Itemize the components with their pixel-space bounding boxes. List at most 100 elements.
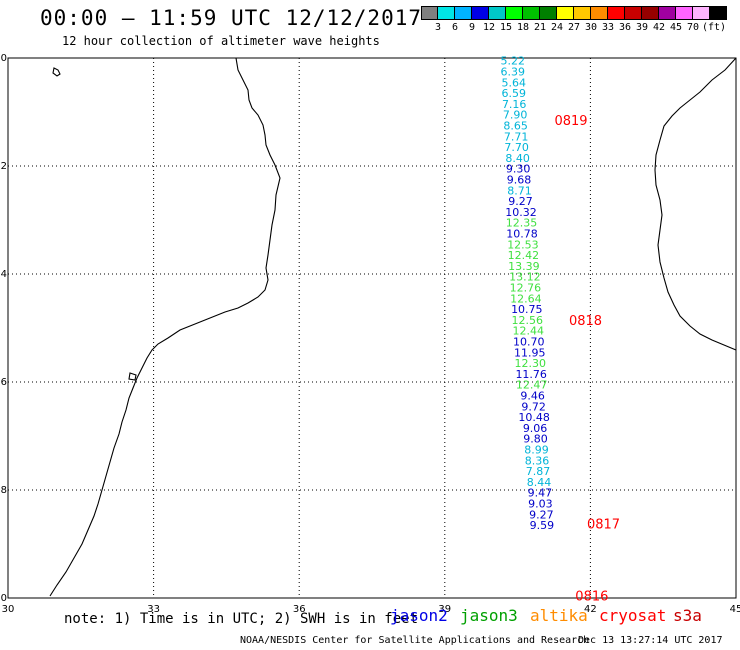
scale-swatch [438, 6, 455, 20]
satellite-legend-altika: altika [530, 606, 588, 625]
track-time-label: 0816 [575, 589, 608, 604]
scale-label: (ft) [701, 22, 727, 33]
wave-height-reading: 12.35 [506, 217, 538, 230]
scale-swatch [642, 6, 659, 20]
scale-swatch [523, 6, 540, 20]
wave-height-reading: 7.70 [504, 141, 529, 154]
scale-swatch [591, 6, 608, 20]
wave-height-reading: 5.64 [501, 76, 526, 89]
african-coastline [49, 57, 281, 597]
axis-tick-labels: 30 33 36 39 42 45 -20 -22 -24 -26 -28 -30 [0, 53, 740, 615]
madagascar-coastline [654, 57, 737, 351]
x-tick-label: 36 [293, 604, 306, 615]
map-grid [7, 57, 737, 599]
y-tick-label: -24 [0, 269, 7, 280]
generated-timestamp: Dec 13 13:27:14 UTC 2017 [578, 635, 723, 646]
map-frame [7, 57, 737, 599]
wave-height-reading: 9.80 [523, 433, 548, 446]
wave-height-reading: 9.72 [521, 400, 546, 413]
wave-height-reading: 6.59 [501, 87, 526, 100]
y-tick-label: -22 [0, 161, 7, 172]
scale-swatch [455, 6, 472, 20]
wave-height-reading: 9.03 [528, 498, 553, 511]
wave-height-reading: 11.76 [515, 368, 547, 381]
wave-height-reading: 9.59 [530, 519, 555, 532]
wave-height-reading: 7.90 [503, 109, 528, 122]
wave-height-reading: 12.76 [510, 282, 542, 295]
scale-label: 33 [601, 22, 615, 33]
wave-height-reading: 7.71 [504, 130, 529, 143]
scale-swatch [710, 6, 727, 20]
scale-swatch [421, 6, 438, 20]
wave-height-reading: 9.27 [508, 195, 533, 208]
x-tick-label: 33 [147, 604, 160, 615]
wave-height-reading: 9.30 [506, 163, 531, 176]
scale-swatch [472, 6, 489, 20]
wave-height-reading: 10.75 [511, 303, 543, 316]
credit-line: NOAA/NESDIS Center for Satellite Applica… [240, 635, 590, 646]
satellite-legend-s3a: s3a [673, 606, 702, 625]
scale-label: 42 [652, 22, 666, 33]
coastline [49, 57, 737, 597]
wave-height-reading: 13.12 [509, 271, 541, 284]
wave-height-reading: 12.30 [514, 357, 546, 370]
wave-height-reading: 10.48 [518, 411, 550, 424]
wave-height-reading: 9.46 [520, 390, 545, 403]
wave-height-reading: 8.71 [507, 184, 532, 197]
scale-swatch [506, 6, 523, 20]
scale-swatch [693, 6, 710, 20]
scale-swatch [557, 6, 574, 20]
wave-height-color-scale [421, 6, 727, 20]
small-island [52, 67, 61, 77]
scale-label: 30 [584, 22, 598, 33]
scale-label: 9 [468, 22, 476, 33]
scale-label: 21 [533, 22, 547, 33]
y-tick-label: -20 [0, 53, 7, 64]
y-tick-label: -28 [0, 485, 7, 496]
scale-label: 27 [567, 22, 581, 33]
scale-label: 39 [635, 22, 649, 33]
scale-label: 24 [550, 22, 564, 33]
scale-swatch [489, 6, 506, 20]
scale-label: 3 [434, 22, 442, 33]
wave-height-reading: 10.78 [506, 228, 538, 241]
wave-height-reading: 7.16 [502, 98, 527, 111]
satellite-legend-jason2: jason2 [390, 606, 448, 625]
wave-height-reading: 8.65 [503, 120, 528, 133]
wave-height-reading: 9.47 [528, 487, 553, 500]
wave-height-reading: 7.87 [526, 465, 551, 478]
scale-swatch [659, 6, 676, 20]
wave-height-reading: 9.68 [507, 174, 532, 187]
scale-swatch [608, 6, 625, 20]
scale-label: 70 [686, 22, 700, 33]
x-tick-label: 30 [2, 604, 15, 615]
wave-height-reading: 12.53 [507, 238, 539, 251]
wave-height-reading: 10.32 [505, 206, 537, 219]
wave-height-reading: 6.39 [500, 66, 525, 79]
wave-height-reading: 12.44 [513, 325, 545, 338]
track-time-label: 0817 [587, 517, 620, 532]
wave-height-readings: 5.226.395.646.597.167.908.657.717.708.40… [500, 55, 554, 532]
wave-height-reading: 5.22 [500, 55, 525, 68]
scale-swatch [676, 6, 693, 20]
map-subtitle: 12 hour collection of altimeter wave hei… [62, 34, 380, 48]
scale-swatch [574, 6, 591, 20]
wave-height-reading: 10.70 [513, 336, 545, 349]
satellite-legend-cryosat: cryosat [599, 606, 667, 625]
x-tick-label: 42 [584, 604, 597, 615]
wave-height-reading: 12.47 [516, 379, 548, 392]
scale-label: 45 [669, 22, 683, 33]
wave-height-reading: 13.39 [508, 260, 540, 273]
map-title: 00:00 – 11:59 UTC 12/12/2017 [40, 6, 423, 30]
wave-height-reading: 12.64 [510, 292, 542, 305]
track-time-label: 0819 [554, 114, 587, 129]
lake-outline [128, 372, 137, 381]
track-time-label: 0818 [569, 314, 602, 329]
scale-label: 6 [451, 22, 459, 33]
wave-height-reading: 9.27 [529, 508, 554, 521]
wave-height-reading: 8.44 [527, 476, 552, 489]
wave-height-reading: 8.36 [525, 454, 550, 467]
scale-label: 18 [516, 22, 530, 33]
wave-height-reading: 9.06 [523, 422, 548, 435]
